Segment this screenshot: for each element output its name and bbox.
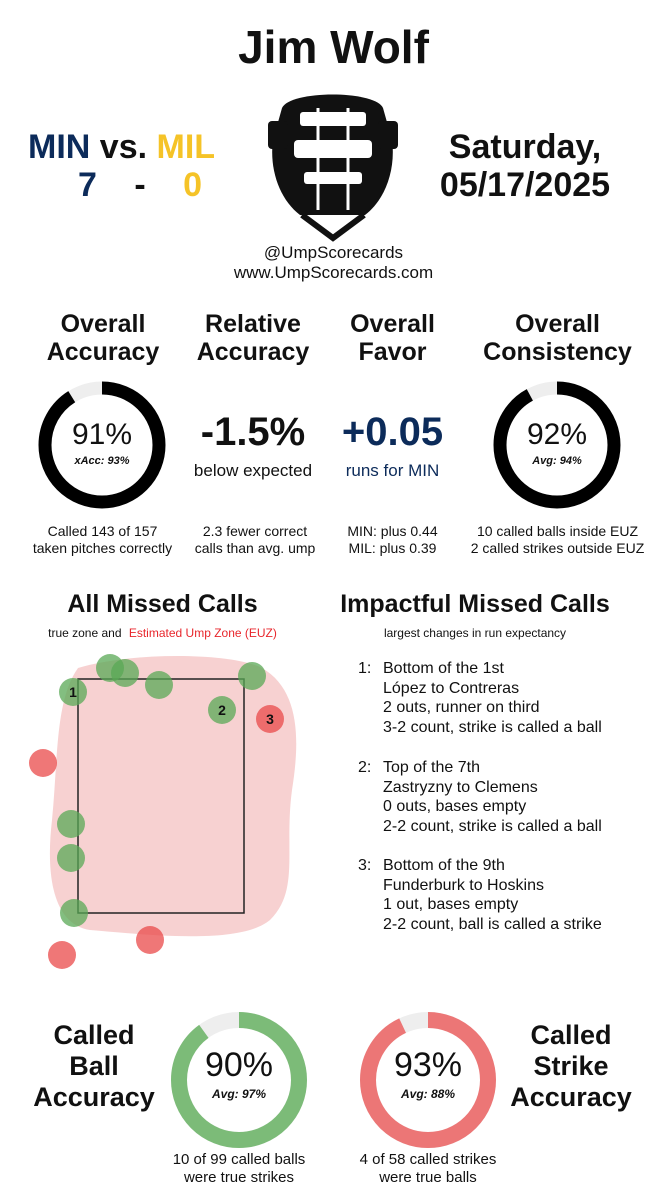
ball-accuracy-avg: Avg: 97% (211, 1087, 267, 1101)
away-team: MIN (28, 128, 91, 166)
missed-strike-marker (48, 941, 76, 969)
missed-calls-plot: 1 2 3 (29, 654, 297, 969)
accuracy-note: Called 143 of 157 taken pitches correctly (32, 523, 173, 556)
score: 7 - 0 (78, 166, 202, 205)
consistency-note: 10 called balls inside EUZ 2 called strik… (470, 523, 645, 556)
missed-call-label: 3 (266, 711, 274, 727)
vs-label: vs. (99, 128, 148, 166)
impactful-item-2: 2: Top of the 7th Zastryzny to Clemens 0… (358, 759, 602, 835)
missed-strike-marker (136, 926, 164, 954)
score-dash: - (134, 166, 146, 204)
game-date: 05/17/2025 (439, 166, 611, 204)
impactful-subtitle: largest changes in run expectancy (383, 626, 567, 640)
missed-calls-subtitle: true zone and Estimated Ump Zone (EUZ) (48, 626, 277, 640)
consistency-title: Overall Consistency (483, 310, 632, 366)
missed-calls-title: All Missed Calls (67, 590, 258, 618)
accuracy-xacc: xAcc: 93% (74, 455, 130, 467)
missed-ball-marker (60, 899, 88, 927)
umpire-name: Jim Wolf (238, 21, 429, 73)
impactful-item-1: 1: Bottom of the 1st López to Contreras … (358, 660, 602, 736)
ball-accuracy-note: 10 of 99 called balls were true strikes (172, 1151, 306, 1186)
website: www.UmpScorecards.com (233, 263, 434, 282)
home-score: 0 (183, 166, 203, 204)
game-weekday: Saturday, (448, 128, 602, 166)
missed-strike-marker (29, 749, 57, 777)
missed-ball-marker (57, 844, 85, 872)
missed-ball-marker (145, 671, 173, 699)
impactful-title: Impactful Missed Calls (340, 590, 610, 618)
missed-call-label: 2 (218, 702, 226, 718)
twitter-handle: @UmpScorecards (263, 243, 404, 262)
accuracy-value: 91% (71, 418, 133, 451)
ball-accuracy-ring (171, 1012, 307, 1148)
consistency-avg: Avg: 94% (532, 455, 582, 467)
favor-note: MIN: plus 0.44 MIL: plus 0.39 (347, 523, 438, 556)
strike-accuracy-note: 4 of 58 called strikes were true balls (359, 1151, 497, 1186)
ball-accuracy-value: 90% (204, 1046, 274, 1084)
consistency-ring (493, 381, 621, 509)
favor-title: Overall Favor (350, 310, 435, 366)
relative-title: Relative Accuracy (196, 310, 310, 366)
ball-accuracy-title: Called Ball Accuracy (33, 1020, 155, 1112)
accuracy-title: Overall Accuracy (46, 310, 160, 366)
impactful-item-3: 3: Bottom of the 9th Funderburk to Hoski… (358, 857, 602, 933)
missed-ball-marker (238, 662, 266, 690)
strike-accuracy-avg: Avg: 88% (400, 1087, 456, 1101)
strike-accuracy-value: 93% (393, 1046, 463, 1084)
relative-note: 2.3 fewer correct calls than avg. ump (194, 523, 316, 556)
missed-ball-marker (111, 659, 139, 687)
home-team: MIL (156, 128, 216, 166)
favor-value: +0.05 (341, 410, 444, 454)
missed-strike-marker (256, 705, 284, 733)
strike-accuracy-ring (360, 1012, 496, 1148)
missed-ball-marker (59, 678, 87, 706)
accuracy-ring (38, 381, 166, 509)
consistency-value: 92% (526, 418, 588, 451)
strike-accuracy-title: Called Strike Accuracy (510, 1020, 632, 1112)
missed-call-label: 1 (69, 684, 77, 700)
relative-sub: below expected (193, 461, 313, 480)
euz-region (49, 656, 297, 937)
favor-sub: runs for MIN (345, 461, 440, 480)
matchup: MIN vs. MIL (28, 128, 215, 167)
missed-ball-marker (57, 810, 85, 838)
missed-ball-marker (208, 696, 236, 724)
relative-value: -1.5% (200, 410, 306, 454)
umpire-mask-icon (268, 94, 398, 242)
away-score: 7 (78, 166, 97, 204)
